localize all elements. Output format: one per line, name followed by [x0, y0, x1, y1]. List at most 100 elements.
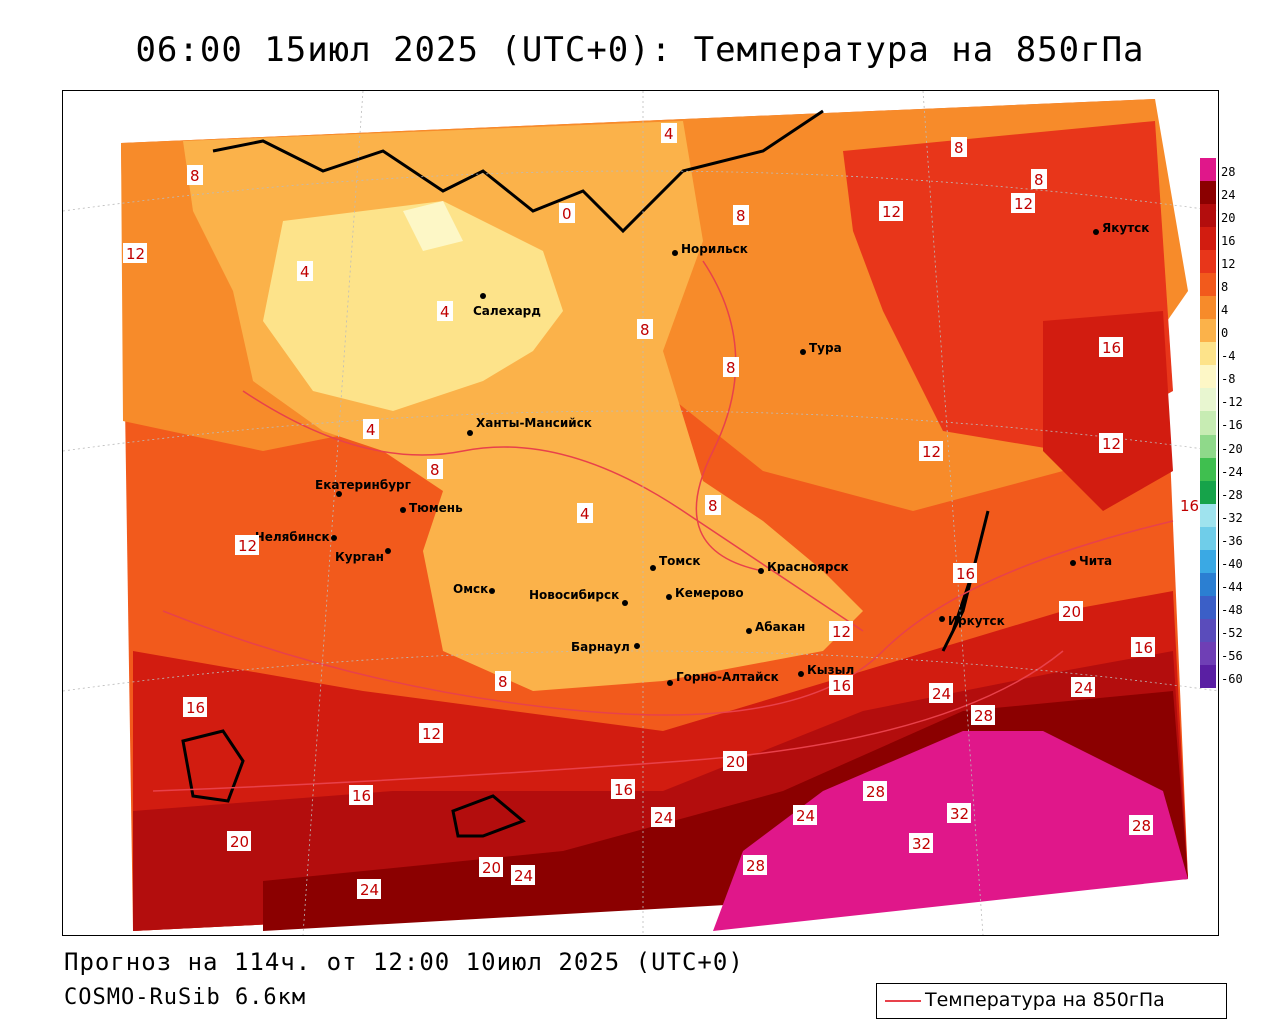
map-title: 06:00 15июл 2025 (UTC+0): Температура на…	[135, 30, 1145, 70]
colorbar-segment	[1200, 457, 1216, 482]
svg-text:Челябинск: Челябинск	[255, 530, 330, 544]
aral-sea	[181, 729, 245, 803]
svg-text:24: 24	[514, 867, 533, 885]
colorbar-segment	[1200, 158, 1216, 182]
colorbar-segment	[1200, 296, 1216, 320]
svg-text:12: 12	[238, 537, 257, 555]
colorbar-tick-label: 20	[1221, 211, 1236, 226]
colorbar-segment	[1200, 641, 1216, 666]
isotherm-labels: 12 8 4 4 4 4 0 8 8 8 12 12 8 8 16 12 12 …	[123, 123, 1201, 899]
isotherm-label: 8	[733, 205, 749, 225]
city-markers: Салехард Норильск Якутск Тура Ханты-Манс…	[255, 221, 1149, 686]
city-tyumen: Тюмень	[400, 501, 463, 515]
isotherm-label: 12	[1099, 433, 1123, 453]
isotherm-label: 16	[829, 675, 853, 695]
colorbar-tick-label: -60	[1221, 671, 1243, 686]
isotherm-label: 16	[1177, 495, 1201, 515]
isotherm-label: 16	[1099, 337, 1123, 357]
colorbar-segment	[1200, 319, 1216, 343]
colorbar-tick-label: -12	[1221, 395, 1243, 410]
svg-text:Красноярск: Красноярск	[767, 560, 849, 574]
isotherm-label: 24	[651, 807, 675, 827]
svg-text:24: 24	[932, 685, 951, 703]
colorbar-tick-label: 16	[1221, 234, 1236, 249]
svg-text:16: 16	[1180, 497, 1199, 515]
svg-text:Барнаул: Барнаул	[571, 640, 630, 654]
city-omsk: Омск	[453, 582, 495, 596]
svg-text:Норильск: Норильск	[681, 242, 748, 256]
colorbar-tick-label: -8	[1221, 372, 1236, 387]
svg-text:28: 28	[746, 857, 765, 875]
svg-text:20: 20	[230, 833, 249, 851]
svg-text:Салехард: Салехард	[473, 304, 541, 318]
svg-text:16: 16	[1134, 639, 1153, 657]
city-yakutsk: Якутск	[1093, 221, 1149, 235]
colorbar-segment	[1200, 549, 1216, 574]
svg-text:4: 4	[300, 263, 310, 281]
isotherm-label: 12	[123, 243, 147, 263]
svg-text:12: 12	[922, 443, 941, 461]
city-kemerovo: Кемерово	[666, 586, 744, 600]
svg-text:8: 8	[430, 461, 440, 479]
svg-text:Горно-Алтайск: Горно-Алтайск	[676, 670, 779, 684]
isotherm-label: 20	[723, 751, 747, 771]
isotherm-label: 24	[357, 879, 381, 899]
colorbar-tick-label: -56	[1221, 648, 1243, 663]
isotherm-label: 24	[1071, 677, 1095, 697]
colorbar-tick-label: -44	[1221, 579, 1243, 594]
zone-16-east	[1043, 311, 1173, 511]
colorbar-tick-label: -36	[1221, 533, 1243, 548]
forecast-info: Прогноз на 114ч. от 12:00 10июл 2025 (UT…	[64, 948, 744, 976]
svg-text:Чита: Чита	[1079, 554, 1112, 568]
isotherm-label: 8	[495, 671, 511, 691]
colorbar-tick-label: -40	[1221, 556, 1243, 571]
svg-text:12: 12	[1102, 435, 1121, 453]
colorbar-tick-label: 24	[1221, 188, 1236, 203]
city-salekhard: Салехард	[473, 293, 541, 318]
svg-text:32: 32	[912, 835, 931, 853]
coastline	[212, 109, 824, 234]
svg-text:16: 16	[1102, 339, 1121, 357]
colorbar-segment	[1200, 572, 1216, 597]
svg-text:12: 12	[422, 725, 441, 743]
colorbar-tick-label: 4	[1221, 303, 1229, 318]
svg-text:Екатеринбург: Екатеринбург	[315, 478, 411, 492]
colorbar-tick-label: 12	[1221, 257, 1236, 272]
svg-text:20: 20	[482, 859, 501, 877]
colorbar-tick-label: -32	[1221, 510, 1243, 525]
colorbar-segment	[1200, 480, 1216, 505]
svg-text:4: 4	[366, 421, 376, 439]
zone-below-0	[403, 201, 463, 251]
isotherm-label: 4	[297, 261, 313, 281]
lake-balkhash	[451, 794, 526, 838]
city-gorno-altaysk: Горно-Алтайск	[667, 670, 779, 686]
colorbar-tick-label: 28	[1221, 165, 1236, 179]
isotherm-label: 8	[427, 459, 443, 479]
city-norilsk: Норильск	[672, 242, 748, 256]
city-krasnoyarsk: Красноярск	[758, 560, 849, 574]
svg-text:16: 16	[186, 699, 205, 717]
colorbar-tick-label: -48	[1221, 602, 1243, 617]
zone-28-south	[713, 731, 1188, 931]
colorbar-segment	[1200, 204, 1216, 228]
colorbar-tick-label: -24	[1221, 464, 1243, 479]
temperature-map[interactable]: Салехард Норильск Якутск Тура Ханты-Манс…	[62, 90, 1219, 936]
city-kyzyl: Кызыл	[798, 663, 854, 677]
colorbar-segment	[1200, 526, 1216, 551]
isotherm-label: 28	[1129, 815, 1153, 835]
city-tomsk: Томск	[650, 554, 701, 571]
isotherm-label: 12	[235, 535, 259, 555]
colorbar-tick-label: -16	[1221, 418, 1243, 433]
isotherm-label: 4	[363, 419, 379, 439]
isotherm-label: 16	[1131, 637, 1155, 657]
svg-text:24: 24	[1074, 679, 1093, 697]
colorbar-segment	[1200, 181, 1216, 205]
isotherm-label: 16	[953, 563, 977, 583]
svg-text:16: 16	[614, 781, 633, 799]
colorbar-segment	[1200, 503, 1216, 528]
isotherm-label: 28	[971, 705, 995, 725]
colorbar-tick-label: 0	[1221, 326, 1229, 341]
svg-text:8: 8	[1034, 171, 1044, 189]
legend-label: Температура на 850гПа	[925, 989, 1165, 1011]
city-barnaul: Барнаул	[571, 640, 640, 654]
